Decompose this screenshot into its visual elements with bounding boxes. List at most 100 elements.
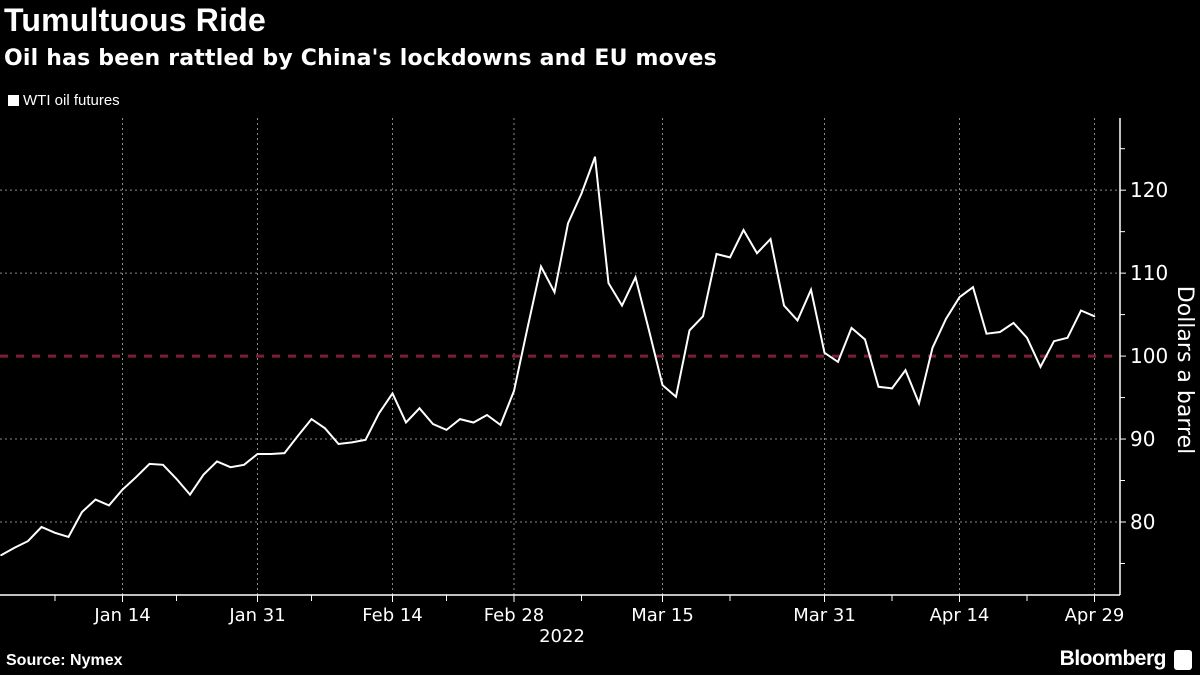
data-point	[1039, 366, 1042, 368]
data-point	[324, 427, 326, 430]
data-point	[108, 504, 110, 507]
data-point	[229, 466, 232, 469]
source-note: Source: Nymex	[6, 652, 123, 669]
data-point	[0, 554, 2, 556]
y-tick-label: 100	[1130, 344, 1168, 368]
data-point	[621, 304, 623, 307]
data-point	[634, 276, 637, 279]
data-point	[526, 327, 529, 329]
data-point	[594, 156, 596, 158]
bloomberg-terminal-icon	[1174, 650, 1192, 670]
data-point	[1066, 337, 1069, 339]
x-tick-label: Feb 14	[362, 605, 423, 626]
data-point	[445, 429, 448, 431]
legend-swatch	[8, 95, 19, 106]
data-point	[958, 296, 961, 298]
data-point	[972, 286, 974, 289]
legend: WTI oil futures	[8, 92, 120, 109]
data-point	[877, 385, 880, 388]
data-point	[513, 390, 515, 392]
data-point	[189, 493, 191, 496]
data-point	[823, 351, 826, 354]
x-tick-label: Mar 15	[631, 605, 694, 626]
data-point	[283, 452, 286, 454]
data-point	[904, 369, 907, 371]
data-point	[769, 238, 772, 240]
data-point	[364, 439, 367, 441]
data-point	[351, 441, 353, 444]
data-point	[1093, 315, 1096, 318]
data-point	[54, 531, 56, 534]
data-point	[148, 463, 151, 465]
data-point	[931, 346, 934, 349]
data-point	[472, 421, 475, 424]
data-point	[162, 463, 164, 466]
data-point	[540, 265, 542, 268]
data-point	[783, 304, 785, 307]
data-point	[94, 498, 97, 501]
data-point	[40, 526, 43, 528]
data-point	[864, 338, 866, 341]
data-point	[837, 361, 839, 363]
data-point	[918, 402, 920, 405]
data-point	[256, 453, 259, 455]
x-tick-label: Jan 14	[93, 605, 150, 626]
data-point	[810, 288, 812, 291]
data-point	[175, 478, 178, 480]
data-point	[310, 418, 313, 420]
y-tick-label: 110	[1130, 261, 1168, 285]
data-point	[580, 192, 583, 195]
data-point	[391, 392, 394, 395]
data-point	[985, 332, 988, 335]
data-point	[337, 443, 340, 445]
data-point	[688, 329, 691, 332]
bloomberg-logo: Bloomberg	[1059, 647, 1167, 670]
y-tick-label: 120	[1130, 178, 1168, 202]
data-point	[796, 319, 799, 322]
data-point	[553, 291, 556, 294]
x-tick-label: Apr 14	[930, 605, 990, 626]
data-point	[729, 256, 731, 259]
chart-subtitle: Oil has been rattled by China's lockdown…	[4, 46, 717, 71]
data-point	[999, 331, 1001, 333]
data-point	[850, 327, 853, 329]
data-point	[756, 252, 758, 255]
data-point	[121, 488, 124, 491]
data-point	[135, 476, 137, 479]
data-point	[567, 222, 569, 225]
y-tick-label: 90	[1130, 427, 1155, 451]
data-point	[661, 384, 664, 386]
x-tick-label: Mar 31	[793, 605, 856, 626]
data-point	[418, 407, 421, 410]
data-point	[702, 315, 704, 318]
chart-title: Tumultuous Ride	[4, 2, 266, 38]
legend-label: WTI oil futures	[23, 92, 120, 109]
data-point	[648, 329, 650, 332]
data-point	[499, 424, 502, 426]
y-tick-label: 80	[1130, 510, 1155, 534]
data-point	[378, 412, 380, 415]
data-point	[67, 536, 70, 538]
data-point	[432, 423, 434, 425]
x-tick-label: Apr 29	[1065, 605, 1125, 626]
data-point	[891, 387, 893, 390]
series-line-wti	[0, 156, 1095, 557]
y-axis-title: Dollars a barrel	[1172, 286, 1197, 454]
x-year-label: 2022	[539, 626, 585, 647]
data-point	[486, 414, 488, 416]
data-point	[459, 418, 461, 420]
x-tick-label: Jan 31	[228, 605, 285, 626]
data-point	[216, 460, 218, 463]
data-point	[13, 546, 16, 549]
data-point	[1012, 322, 1015, 324]
data-point	[243, 463, 245, 466]
data-point	[675, 395, 677, 398]
data-point	[1053, 340, 1055, 342]
data-point	[1080, 309, 1082, 312]
data-point	[1026, 337, 1028, 339]
data-point	[27, 540, 29, 542]
data-point	[297, 434, 299, 437]
data-point	[945, 317, 947, 320]
data-point	[270, 453, 272, 455]
